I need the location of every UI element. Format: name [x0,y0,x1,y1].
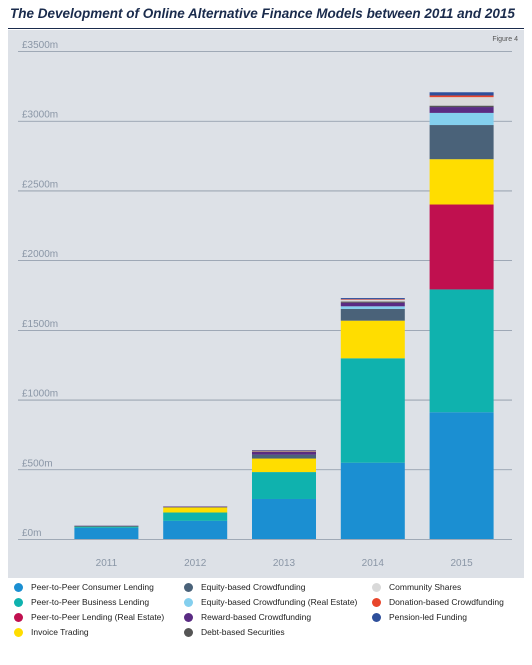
bar-segment [340,302,405,307]
legend-label: Donation-based Crowdfunding [389,597,504,607]
bar-segment [252,450,316,452]
bar-segment [340,462,405,539]
y-tick-label: £3500m [22,40,58,51]
x-tick-label: 2011 [96,558,118,569]
legend-label: Invoice Trading [31,627,89,637]
bar-segment [252,472,316,499]
bar-layer [74,92,494,539]
bar-segment [252,450,316,451]
bar-segment [429,125,494,160]
bar-segment [429,105,494,108]
bar-segment [429,289,494,413]
y-tick-label: £500m [22,458,53,469]
legend-swatch [372,612,381,622]
legend-item: Invoice Trading [14,627,89,637]
bar-segment [252,451,316,453]
legend-label: Peer-to-Peer Business Lending [31,597,150,607]
bar-segment [429,112,494,126]
legend: Peer-to-Peer Consumer Lending Peer-to-Pee… [14,582,524,642]
bar-segment [163,520,228,539]
legend-item: Donation-based Crowdfunding [372,597,504,607]
title-rule [8,28,524,29]
legend-swatch [184,612,193,622]
bar-segment [340,306,405,309]
figure-label: Figure 4 [492,36,518,43]
bar-segment [163,506,228,508]
bar-segment [163,507,228,513]
x-tick-label: 2013 [273,558,296,569]
y-tick-labels: £0m £500m £1000m £1500m £2000m £2500m £3000m £3… [22,40,58,539]
y-tick-label: £0m [22,528,41,539]
x-tick-label: 2015 [450,558,473,569]
bar-segment [340,298,405,300]
y-tick-label: £1500m [22,319,58,330]
bar-segment [252,454,316,459]
legend-swatch [14,597,23,607]
legend-label: Peer-to-Peer Lending (Real Estate) [31,612,165,622]
legend-swatch [184,582,193,592]
bar-segment [163,512,228,521]
bar-segment [252,498,316,539]
legend-label: Debt-based Securities [201,627,285,637]
legend-swatch [184,597,193,607]
bar-segment [340,299,405,300]
bar-segment [429,95,494,98]
legend-item: Community Shares [372,582,461,592]
legend-item: Peer-to-Peer Business Lending [14,597,149,607]
legend-swatch [14,582,23,592]
legend-label: Community Shares [389,582,462,592]
legend-label: Equity-based Crowdfunding [201,582,306,592]
legend-swatch [372,597,381,607]
bar-segment [252,451,316,452]
bar-segment [429,204,494,290]
bar-segment [429,97,494,106]
bar-segment [429,92,494,96]
legend-label: Peer-to-Peer Consumer Lending [31,582,154,592]
legend-item: Peer-to-Peer Lending (Real Estate) [14,612,164,622]
bar-segment [429,107,494,113]
stacked-bar-chart: £0m £500m £1000m £1500m £2000m £2500m £3000m £3… [18,40,512,569]
bar-segment [340,301,405,303]
legend-label: Pension-led Funding [389,612,467,622]
bar-segment [340,308,405,321]
legend-label: Reward-based Crowdfunding [201,612,312,622]
legend-swatch [184,627,193,637]
bar-segment [429,412,494,539]
bar-segment [340,358,405,463]
legend-label: Equity-based Crowdfunding (Real Estate) [201,597,358,607]
bar-segment [429,159,494,205]
legend-swatch [14,627,23,637]
y-tick-label: £2000m [22,249,58,260]
y-tick-label: £1000m [22,389,58,400]
legend-item: Debt-based Securities [184,627,285,637]
bar-segment [74,525,139,527]
y-tick-label: £2500m [22,179,58,190]
x-tick-label: 2014 [362,558,385,569]
x-tick-label: 2012 [184,558,207,569]
bar-segment [252,458,316,473]
legend-swatch [372,582,381,592]
bar-segment [74,527,139,539]
legend-item: Equity-based Crowdfunding (Real Estate) [184,597,357,607]
bar-segment [340,299,405,302]
x-tick-labels: 2011 2012 2013 2014 2015 [96,558,474,569]
bar-segment [252,451,316,455]
y-tick-label: £3000m [22,110,58,121]
chart-title: The Development of Online Alternative Fi… [10,6,515,21]
legend-item: Peer-to-Peer Consumer Lending [14,582,154,592]
legend-item: Reward-based Crowdfunding [184,612,311,622]
legend-item: Equity-based Crowdfunding [184,582,305,592]
bar-segment [340,320,405,359]
bar-segment [74,526,139,528]
legend-swatch [14,612,23,622]
legend-item: Pension-led Funding [372,612,467,622]
